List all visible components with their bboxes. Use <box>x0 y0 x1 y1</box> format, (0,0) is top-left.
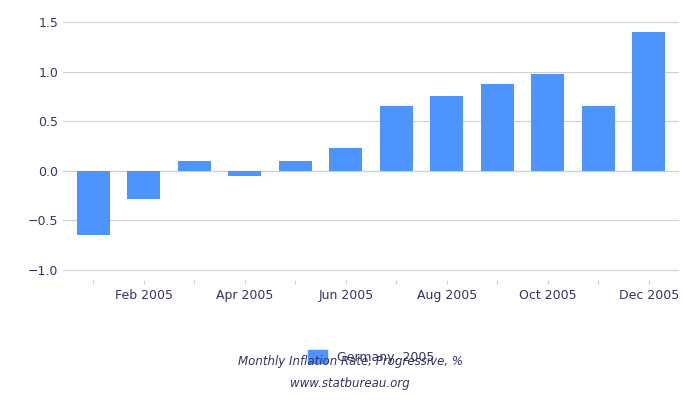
Bar <box>430 96 463 171</box>
Bar <box>632 32 665 171</box>
Bar <box>582 106 615 171</box>
Bar <box>279 161 312 171</box>
Bar <box>127 171 160 199</box>
Bar <box>228 171 261 176</box>
Bar <box>329 148 362 171</box>
Bar <box>380 106 413 171</box>
Legend: Germany, 2005: Germany, 2005 <box>303 345 439 369</box>
Text: Monthly Inflation Rate, Progressive, %: Monthly Inflation Rate, Progressive, % <box>237 356 463 368</box>
Bar <box>178 161 211 171</box>
Text: www.statbureau.org: www.statbureau.org <box>290 378 410 390</box>
Bar <box>481 84 514 171</box>
Bar <box>77 171 110 235</box>
Bar <box>531 74 564 171</box>
